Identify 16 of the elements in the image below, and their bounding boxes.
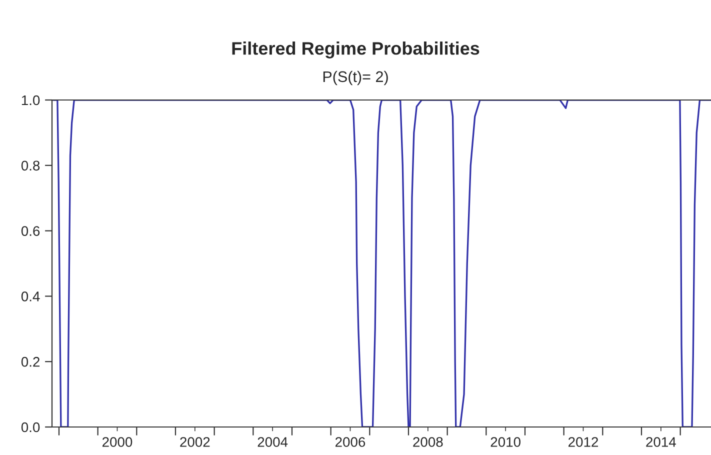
x-tick-label: 2012 xyxy=(568,437,598,447)
y-tick-label: 0.8 xyxy=(21,160,40,171)
y-tick-label: 0.4 xyxy=(21,292,40,302)
y-tick-label: 0.2 xyxy=(21,356,40,367)
y-tick-label: 0.6 xyxy=(21,226,40,236)
x-tick-label: 2010 xyxy=(490,437,520,447)
x-tick-label: 2014 xyxy=(646,437,676,447)
x-tick-label: 2004 xyxy=(258,437,288,447)
x-tick-label: 2002 xyxy=(180,437,210,447)
y-tick-label: 1.0 xyxy=(22,95,40,106)
x-tick-label: 2006 xyxy=(335,437,366,447)
x-tick-label: 2008 xyxy=(413,437,443,447)
y-tick-label: 0.0 xyxy=(21,422,40,432)
chart-subtitle: P(S(t)= 2) xyxy=(323,70,388,86)
chart-title: Filtered Regime Probabilities xyxy=(232,42,480,58)
x-tick-label: 2000 xyxy=(102,437,132,447)
